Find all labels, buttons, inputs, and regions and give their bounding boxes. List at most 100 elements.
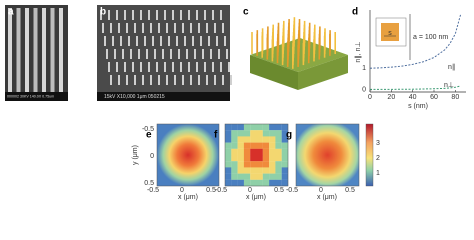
heat-cell bbox=[256, 173, 263, 180]
x-tick-label: 0.5 bbox=[206, 187, 216, 194]
heat-cell bbox=[269, 148, 276, 156]
pillar bbox=[138, 49, 140, 59]
y-tick-label: 0 bbox=[150, 153, 154, 160]
heat-cell bbox=[275, 173, 282, 180]
y-tick-label: 0 bbox=[362, 87, 366, 94]
pillar bbox=[186, 49, 188, 59]
heat-cell bbox=[269, 136, 276, 143]
heat-cell bbox=[250, 161, 257, 168]
inset-label: s bbox=[388, 30, 392, 37]
pillar bbox=[166, 23, 168, 33]
heat-cell bbox=[231, 179, 238, 187]
pillar bbox=[182, 75, 184, 85]
heatmaps bbox=[156, 123, 374, 187]
x-tick-label: 20 bbox=[387, 94, 395, 101]
x-axis-label: x (μm) bbox=[178, 194, 198, 201]
heat-cell bbox=[243, 155, 251, 162]
pillar bbox=[172, 62, 174, 72]
pillar bbox=[134, 23, 136, 33]
pillar bbox=[16, 8, 21, 92]
heat-cell bbox=[281, 155, 289, 162]
heat-cell bbox=[237, 167, 244, 174]
pillar bbox=[8, 8, 12, 92]
heat-cell bbox=[275, 130, 282, 137]
x-tick-label: -0.5 bbox=[147, 187, 159, 194]
heat-cell bbox=[225, 173, 232, 180]
x-tick-label: 60 bbox=[430, 94, 438, 101]
pillar bbox=[164, 62, 166, 72]
x-tick-label: 0.5 bbox=[345, 187, 355, 194]
pillar bbox=[168, 36, 170, 46]
x-tick-label: 0 bbox=[248, 187, 252, 194]
pillar bbox=[202, 49, 204, 59]
pillar bbox=[142, 23, 144, 33]
heat-cell bbox=[262, 124, 270, 131]
heat-cell bbox=[225, 148, 232, 156]
heat-cell bbox=[237, 136, 244, 143]
heat-cell bbox=[237, 155, 244, 162]
pillar bbox=[140, 62, 142, 72]
heat-cell bbox=[237, 124, 244, 131]
x-tick-label: 0 bbox=[319, 187, 323, 194]
pillar bbox=[190, 23, 192, 33]
heat-cell bbox=[269, 142, 276, 149]
pillar bbox=[152, 36, 154, 46]
heat-cell bbox=[281, 167, 289, 174]
y-tick-label: -0.5 bbox=[142, 126, 154, 133]
heat-cell bbox=[231, 155, 238, 162]
heat-cell bbox=[250, 142, 257, 149]
heat-cell bbox=[275, 167, 282, 174]
heat-cell bbox=[275, 179, 282, 187]
pillar bbox=[108, 62, 110, 72]
base-side bbox=[298, 55, 348, 90]
y-tick-label: 1 bbox=[362, 65, 366, 72]
pillar bbox=[102, 23, 104, 33]
heat-cell bbox=[256, 142, 263, 149]
heat-cell bbox=[256, 155, 263, 162]
legend-entry: n⊥ bbox=[444, 82, 454, 89]
heat-cell bbox=[281, 130, 289, 137]
plot-d bbox=[369, 10, 466, 93]
pillar bbox=[50, 8, 55, 92]
panel-label: b bbox=[100, 7, 106, 18]
heat-cell bbox=[231, 142, 238, 149]
heat-cell bbox=[250, 130, 257, 137]
heat-cell bbox=[225, 161, 232, 168]
pillar bbox=[100, 10, 102, 20]
heat-cell bbox=[262, 167, 270, 174]
pillar bbox=[192, 36, 194, 46]
heat-cell bbox=[269, 161, 276, 168]
heat-cell bbox=[262, 136, 270, 143]
panel-label: d bbox=[352, 7, 358, 18]
heat-cell bbox=[269, 167, 276, 174]
pillar bbox=[126, 75, 128, 85]
pillar bbox=[112, 36, 114, 46]
heat-cell bbox=[269, 130, 276, 137]
pillar bbox=[128, 36, 130, 46]
sem-image-a bbox=[5, 5, 68, 101]
pillar bbox=[228, 62, 230, 72]
heat-cell bbox=[281, 124, 289, 131]
pillar bbox=[198, 23, 200, 33]
pillar bbox=[224, 36, 226, 46]
heat-cell bbox=[225, 155, 232, 162]
pillar bbox=[162, 49, 164, 59]
heat-cell bbox=[231, 130, 238, 137]
pillar bbox=[124, 62, 126, 72]
pillar bbox=[170, 49, 172, 59]
pillar bbox=[188, 10, 190, 20]
heat-cell bbox=[281, 136, 289, 143]
heat-cell bbox=[262, 155, 270, 162]
heat-cell bbox=[269, 124, 276, 131]
pillar bbox=[114, 49, 116, 59]
pillar bbox=[176, 36, 178, 46]
pillar bbox=[174, 75, 176, 85]
pillar bbox=[118, 75, 120, 85]
pillar bbox=[134, 75, 136, 85]
pillar bbox=[25, 8, 29, 92]
pillar bbox=[196, 62, 198, 72]
pillar bbox=[204, 62, 206, 72]
x-tick-label: -0.5 bbox=[215, 187, 227, 194]
sem-caption: 000002 30KV 140.0X 0.75um bbox=[7, 94, 54, 98]
pillar bbox=[212, 10, 214, 20]
